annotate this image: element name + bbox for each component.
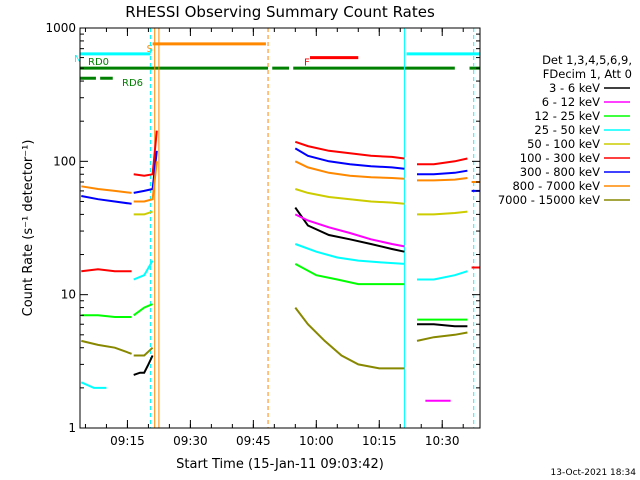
legend-entry-label-3: 25 - 50 keV xyxy=(534,123,600,137)
series-3-segment-2 xyxy=(294,243,405,265)
series-0-segment-0 xyxy=(133,355,154,376)
series-8-segment-2 xyxy=(294,306,405,370)
legend-entry-label-0: 3 - 6 keV xyxy=(549,81,600,95)
y-tick-label-2: 100 xyxy=(53,154,76,168)
series-7-segment-2 xyxy=(294,160,405,180)
series-6-segment-2 xyxy=(294,147,405,170)
series-6-segment-1 xyxy=(133,150,158,194)
legend-entry-label-7: 800 - 7000 keV xyxy=(512,179,600,193)
legend: Det 1,3,4,5,6,9,FDecim 1, Att 03 - 6 keV… xyxy=(498,53,632,207)
series-8-segment-0 xyxy=(81,339,132,355)
flag-label-s: S xyxy=(147,44,153,55)
chart-title: RHESSI Observing Summary Count Rates xyxy=(125,3,435,21)
x-tick-label-3: 10:00 xyxy=(299,434,334,448)
series-6-segment-3 xyxy=(417,169,468,176)
x-axis-ticks: 09:15 09:30 09:45 10:00 10:15 10:30 xyxy=(84,28,464,448)
series-2-segment-0 xyxy=(81,314,132,318)
x-tick-label-2: 09:45 xyxy=(236,434,271,448)
y-axis-label: Count Rate (s⁻¹ detector⁻¹) xyxy=(21,140,36,317)
series-6-segment-0 xyxy=(81,195,132,205)
y-axis-ticks: 1 10 100 1000 xyxy=(45,21,480,435)
series-5-segment-0 xyxy=(81,268,132,273)
legend-entry-label-4: 50 - 100 keV xyxy=(527,137,600,151)
flag-label-f: F xyxy=(304,58,310,69)
legend-header-line-1: FDecim 1, Att 0 xyxy=(543,67,632,81)
footer-date: 13-Oct-2021 18:34 xyxy=(551,468,637,478)
series-8-segment-1 xyxy=(133,346,154,357)
flag-label-rd0: RD0 xyxy=(88,57,109,68)
series-1-segment-0 xyxy=(294,213,405,248)
x-tick-label-1: 09:30 xyxy=(173,434,208,448)
legend-header-line-0: Det 1,3,4,5,6,9, xyxy=(542,53,632,67)
plot-frame xyxy=(79,27,481,429)
series-5-segment-2 xyxy=(294,140,405,160)
series-7-segment-0 xyxy=(81,185,132,194)
vertical-markers-layer xyxy=(150,28,475,428)
legend-entry-label-5: 100 - 300 keV xyxy=(520,151,600,165)
y-tick-label-1: 10 xyxy=(61,288,76,302)
y-tick-label-0: 1 xyxy=(68,421,76,435)
series-3-segment-0 xyxy=(80,381,107,389)
series-5-segment-3 xyxy=(417,157,468,166)
series-2-segment-1 xyxy=(133,303,153,317)
x-tick-label-4: 10:15 xyxy=(362,434,397,448)
series-4-segment-1 xyxy=(295,188,405,205)
legend-entry-label-2: 12 - 25 keV xyxy=(534,109,600,123)
series-5-segment-1 xyxy=(133,130,158,177)
flag-label-n: N xyxy=(74,54,81,65)
legend-entry-label-8: 7000 - 15000 keV xyxy=(498,193,600,207)
series-8-segment-3 xyxy=(416,331,468,342)
series-2-segment-2 xyxy=(294,263,405,286)
x-tick-label-0: 09:15 xyxy=(110,434,145,448)
legend-entry-label-6: 300 - 800 keV xyxy=(520,165,600,179)
series-layer xyxy=(80,130,480,402)
series-4-segment-0 xyxy=(133,210,153,216)
legend-entry-label-1: 6 - 12 keV xyxy=(542,95,600,109)
series-3-segment-1 xyxy=(133,260,154,281)
flag-bars-layer: RD0 RD6 S N F xyxy=(74,42,480,89)
series-3-segment-3 xyxy=(417,270,468,281)
series-7-segment-1 xyxy=(133,161,158,203)
x-axis-label: Start Time (15-Jan-11 09:03:42) xyxy=(176,457,384,472)
series-7-segment-3 xyxy=(417,177,468,182)
series-0-segment-1 xyxy=(294,207,405,253)
y-tick-label-3: 1000 xyxy=(45,21,76,35)
x-tick-label-5: 10:30 xyxy=(425,434,460,448)
flag-label-rd6: RD6 xyxy=(122,78,143,89)
series-4-segment-2 xyxy=(417,210,468,216)
series-0-segment-2 xyxy=(417,323,468,328)
